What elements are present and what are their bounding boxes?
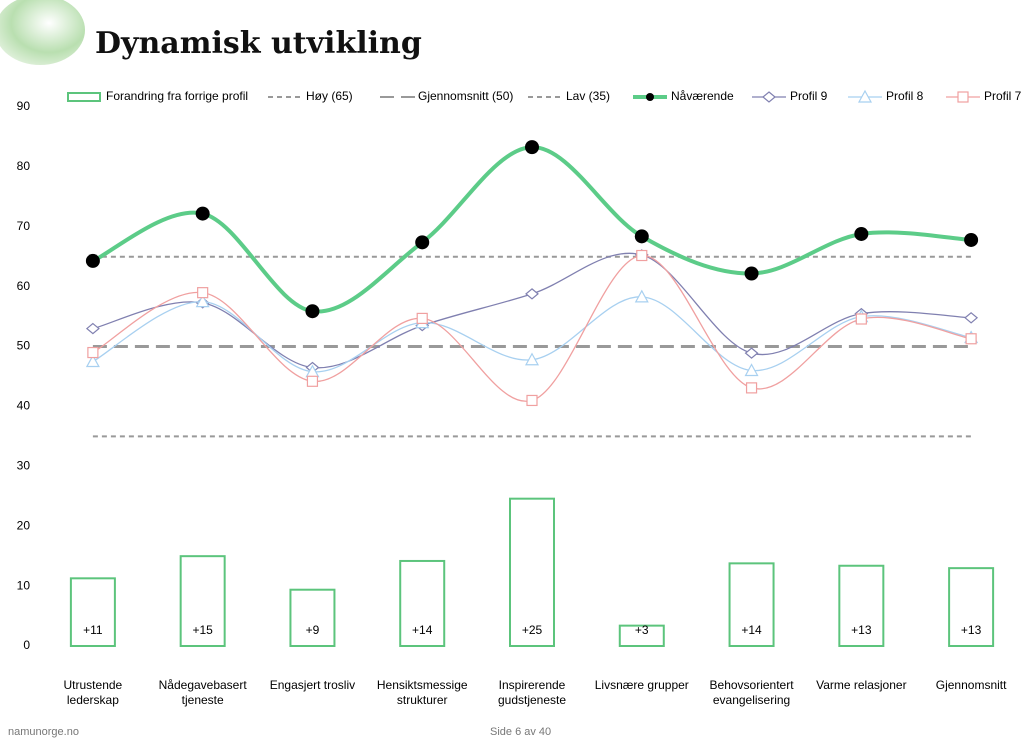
- x-tick-label: Varme relasjoner: [807, 678, 915, 693]
- legend-label: Gjennomsnitt (50): [418, 89, 513, 103]
- legend-marker: [763, 92, 775, 102]
- chart: 0 10 20 30 40 50 60 70 80 90 +11 +15 +9 +14 +25 +3 +14 +1…: [0, 0, 1026, 742]
- legend-label: Høy (65): [306, 89, 353, 103]
- marker: [415, 235, 429, 249]
- x-tick-label: Engasjert trosliv: [258, 678, 366, 693]
- marker: [526, 289, 538, 299]
- legend-marker: [646, 93, 654, 101]
- marker: [86, 254, 100, 268]
- legend-item: Gjennomsnitt (50): [380, 89, 513, 103]
- bar-value-label: +15: [192, 623, 213, 637]
- bar-value-label: +14: [412, 623, 433, 637]
- decoration: [0, 0, 85, 65]
- legend-swatch: [68, 93, 100, 101]
- y-tick-label: 0: [23, 638, 30, 652]
- y-tick-label: 60: [17, 279, 31, 293]
- legend-item: Profil 9: [752, 89, 828, 103]
- marker: [747, 383, 757, 393]
- x-tick-label: Behovsorientert evangelisering: [698, 678, 806, 708]
- bar-value-label: +3: [635, 623, 649, 637]
- marker: [307, 376, 317, 386]
- y-tick-label: 40: [17, 399, 31, 413]
- bar-value-label: +9: [306, 623, 320, 637]
- footer-right: Side 6 av 40: [490, 726, 551, 738]
- marker: [746, 348, 758, 358]
- line: [93, 253, 971, 368]
- marker: [854, 227, 868, 241]
- footer-left: namunorge.no: [8, 726, 79, 738]
- marker: [305, 304, 319, 318]
- y-tick-label: 30: [17, 459, 31, 473]
- marker: [87, 324, 99, 334]
- marker: [196, 207, 210, 221]
- bar-value-label: +14: [741, 623, 762, 637]
- legend-label: Profil 8: [886, 89, 924, 103]
- line: [93, 255, 971, 401]
- y-tick-label: 20: [17, 518, 31, 532]
- slide: 0 10 20 30 40 50 60 70 80 90 +11 +15 +9 +14 +25 +3 +14 +1…: [0, 0, 1026, 742]
- line: [93, 147, 971, 311]
- x-tick-label: Gjennomsnitt: [917, 678, 1025, 693]
- y-tick-label: 90: [17, 99, 31, 113]
- legend-item: Profil 7: [946, 89, 1022, 103]
- marker: [198, 288, 208, 298]
- marker: [856, 314, 866, 324]
- marker: [964, 233, 978, 247]
- legend-marker: [958, 92, 968, 102]
- legend-item: Profil 8: [848, 89, 924, 103]
- bar-value-label: +11: [83, 623, 103, 637]
- bar-value-label: +13: [961, 623, 982, 637]
- chart-title: Dynamisk utvikling: [95, 26, 422, 61]
- marker: [88, 348, 98, 358]
- marker: [527, 395, 537, 405]
- marker: [966, 334, 976, 344]
- x-tick-label: Inspirerende gudstjeneste: [478, 678, 586, 708]
- x-tick-label: Nådegavebasert tjeneste: [149, 678, 257, 708]
- legend-item: Nåværende: [633, 89, 734, 103]
- legend-label: Nåværende: [671, 89, 734, 103]
- y-tick-label: 10: [17, 578, 31, 592]
- x-tick-label: Livsnære grupper: [588, 678, 696, 693]
- legend-item: Høy (65): [268, 89, 353, 103]
- x-tick-label: Hensiktsmessige strukturer: [368, 678, 476, 708]
- legend-label: Lav (35): [566, 89, 610, 103]
- bar-value-label: +25: [522, 623, 543, 637]
- legend-label: Profil 7: [984, 89, 1022, 103]
- legend-item: Lav (35): [528, 89, 610, 103]
- bar: [290, 590, 334, 646]
- marker: [637, 251, 647, 261]
- marker: [635, 229, 649, 243]
- marker: [965, 313, 977, 323]
- x-tick-label: Utrustende lederskap: [39, 678, 147, 708]
- marker: [417, 313, 427, 323]
- marker: [745, 266, 759, 280]
- legend-item: Forandring fra forrige profil: [68, 89, 248, 103]
- y-tick-label: 80: [17, 159, 31, 173]
- legend-label: Profil 9: [790, 89, 828, 103]
- y-tick-label: 70: [17, 219, 31, 233]
- y-tick-label: 50: [17, 339, 31, 353]
- marker: [525, 140, 539, 154]
- legend-label: Forandring fra forrige profil: [106, 89, 248, 103]
- bar-value-label: +13: [851, 623, 872, 637]
